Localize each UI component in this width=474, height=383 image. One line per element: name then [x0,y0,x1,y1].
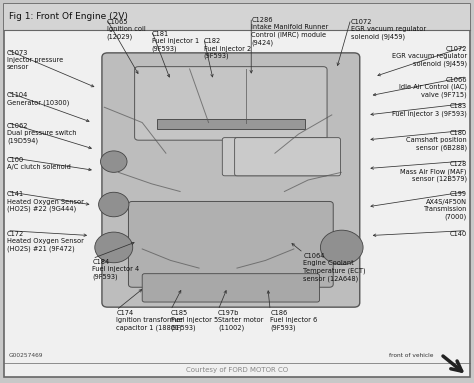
Text: C1066
Idle Air Control (IAC)
valve (9F715): C1066 Idle Air Control (IAC) valve (9F71… [399,77,467,98]
Text: C128
Mass Air Flow (MAF)
sensor (12B579): C128 Mass Air Flow (MAF) sensor (12B579) [401,161,467,182]
Text: G00257469: G00257469 [9,353,43,358]
Text: C186
Fuel injector 6
(9F593): C186 Fuel injector 6 (9F593) [270,310,318,331]
Text: C181
Fuel injector 1
(9F593): C181 Fuel injector 1 (9F593) [152,31,199,52]
Circle shape [95,232,133,263]
Text: C1104
Generator (10300): C1104 Generator (10300) [7,92,70,106]
Circle shape [320,230,363,265]
Text: C141
Heated Oxygen Sensor
(HO2S) #22 (9G444): C141 Heated Oxygen Sensor (HO2S) #22 (9G… [7,192,84,213]
Text: Fig 1: Front Of Engine (2V): Fig 1: Front Of Engine (2V) [9,12,128,21]
Text: C174
Ignition transformer
capacitor 1 (18801): C174 Ignition transformer capacitor 1 (1… [116,310,183,331]
Text: front of vehicle: front of vehicle [389,353,434,358]
FancyBboxPatch shape [222,137,328,176]
Text: C183
Fuel injector 3 (9F593): C183 Fuel injector 3 (9F593) [392,103,467,117]
Text: C172
Heated Oxygen Sensor
(HO2S) #21 (9F472): C172 Heated Oxygen Sensor (HO2S) #21 (9F… [7,231,84,252]
FancyBboxPatch shape [4,4,470,30]
Text: C182
Fuel injector 2
(9F593): C182 Fuel injector 2 (9F593) [204,38,251,59]
Text: Courtesy of FORD MOTOR CO: Courtesy of FORD MOTOR CO [186,367,288,373]
Circle shape [100,151,127,172]
Text: C1073
Injector pressure
sensor: C1073 Injector pressure sensor [7,50,64,70]
Text: C184
Fuel injector 4
(9F593): C184 Fuel injector 4 (9F593) [92,259,140,280]
FancyBboxPatch shape [4,4,470,377]
Text: C180
Camshaft position
sensor (6B288): C180 Camshaft position sensor (6B288) [406,130,467,151]
Text: C100
A/C clutch solenoid: C100 A/C clutch solenoid [7,157,71,170]
Text: C140: C140 [450,231,467,237]
Text: C185
Fuel injector 5
(9F593): C185 Fuel injector 5 (9F593) [171,310,218,331]
FancyBboxPatch shape [135,67,327,140]
Text: C1064
Engine Coolant
Temperature (ECT)
sensor (12A648): C1064 Engine Coolant Temperature (ECT) s… [303,253,366,282]
Text: C1062
Dual pressure switch
(19D594): C1062 Dual pressure switch (19D594) [7,123,77,144]
Text: C1286
Intake Manifold Runner
Control (IMRC) module
(9424): C1286 Intake Manifold Runner Control (IM… [251,17,328,46]
Text: C1065
Ignition coil
(12029): C1065 Ignition coil (12029) [107,19,146,40]
Text: C197b
Starter motor
(11002): C197b Starter motor (11002) [218,310,264,331]
Text: C1072
EGR vacuum regulator
solenoid (9J459): C1072 EGR vacuum regulator solenoid (9J4… [351,19,426,40]
FancyBboxPatch shape [102,53,360,307]
Circle shape [99,192,129,217]
FancyBboxPatch shape [235,137,340,176]
FancyBboxPatch shape [157,119,305,129]
Text: C199
AX4S/4F50N
Transmission
(7000): C199 AX4S/4F50N Transmission (7000) [423,192,467,220]
FancyBboxPatch shape [128,201,333,287]
FancyBboxPatch shape [142,274,319,302]
Text: C1072
EGR vacuum regulator
solenoid (9J459): C1072 EGR vacuum regulator solenoid (9J4… [392,46,467,67]
